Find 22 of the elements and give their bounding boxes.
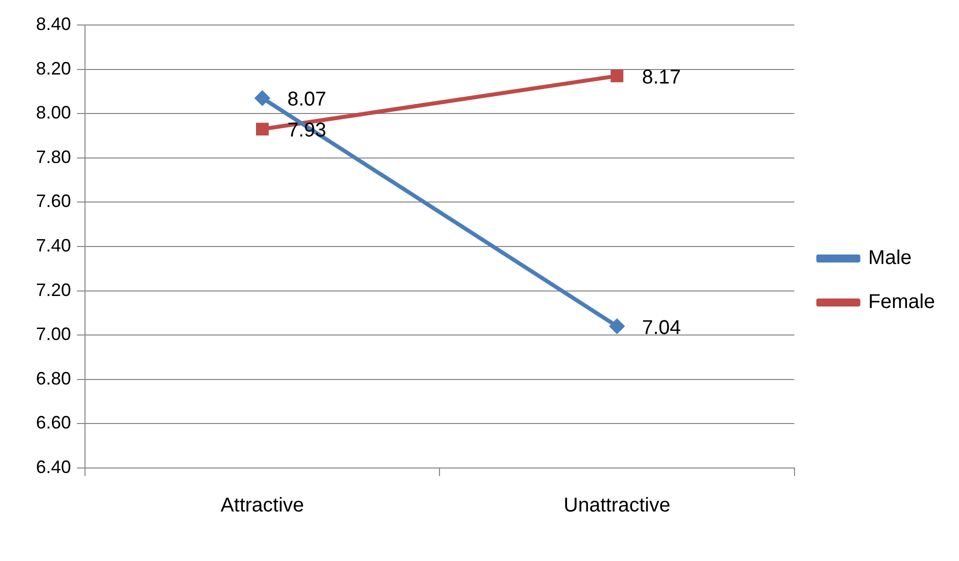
data-label: 8.07 xyxy=(287,88,326,111)
y-tick-label: 8.00 xyxy=(36,102,72,123)
y-tick-label: 7.20 xyxy=(36,280,72,300)
y-tick-label: 6.40 xyxy=(36,456,72,477)
point xyxy=(254,90,270,106)
y-tick-label: 6.80 xyxy=(36,368,72,388)
y-tick-label: 7.00 xyxy=(36,324,72,344)
legend-label: Female xyxy=(868,291,936,314)
y-tick-label: 8.40 xyxy=(36,14,72,34)
data-label: 7.04 xyxy=(642,316,681,339)
y-tick-label: 6.60 xyxy=(36,412,72,433)
point xyxy=(608,318,625,334)
y-tick-label: 7.40 xyxy=(36,235,72,256)
y-tick-label: 8.20 xyxy=(36,58,72,78)
point xyxy=(256,122,269,136)
legend-label: Male xyxy=(868,247,912,270)
y-tick-label: 7.80 xyxy=(36,146,72,167)
x-tick-label: Attractive xyxy=(220,494,304,517)
data-label: 8.17 xyxy=(642,66,681,88)
y-tick-label: 7.60 xyxy=(36,191,72,212)
point xyxy=(610,70,624,82)
x-tick-label: Unattractive xyxy=(564,494,670,517)
